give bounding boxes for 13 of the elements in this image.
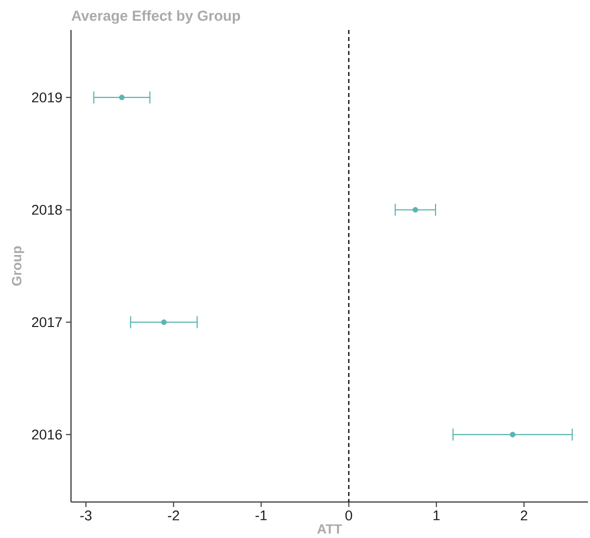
chart-title: Average Effect by Group [72, 10, 240, 24]
y-axis-title: Group [12, 246, 24, 286]
x-tick-label: 2 [520, 510, 528, 520]
y-tick-label: 2016 [32, 430, 62, 440]
y-tick-label: 2017 [32, 317, 62, 328]
x-tick-label: 1 [434, 510, 440, 520]
x-tick-label: -3 [80, 510, 92, 520]
y-tick-label: 2019 [32, 92, 62, 102]
x-tick-label: -1 [256, 510, 267, 520]
x-tick-label: 0 [345, 510, 352, 520]
x-tick-label: -2 [168, 510, 180, 520]
x-axis-title: ATT [317, 524, 342, 534]
y-tick-label: 2018 [32, 204, 62, 215]
